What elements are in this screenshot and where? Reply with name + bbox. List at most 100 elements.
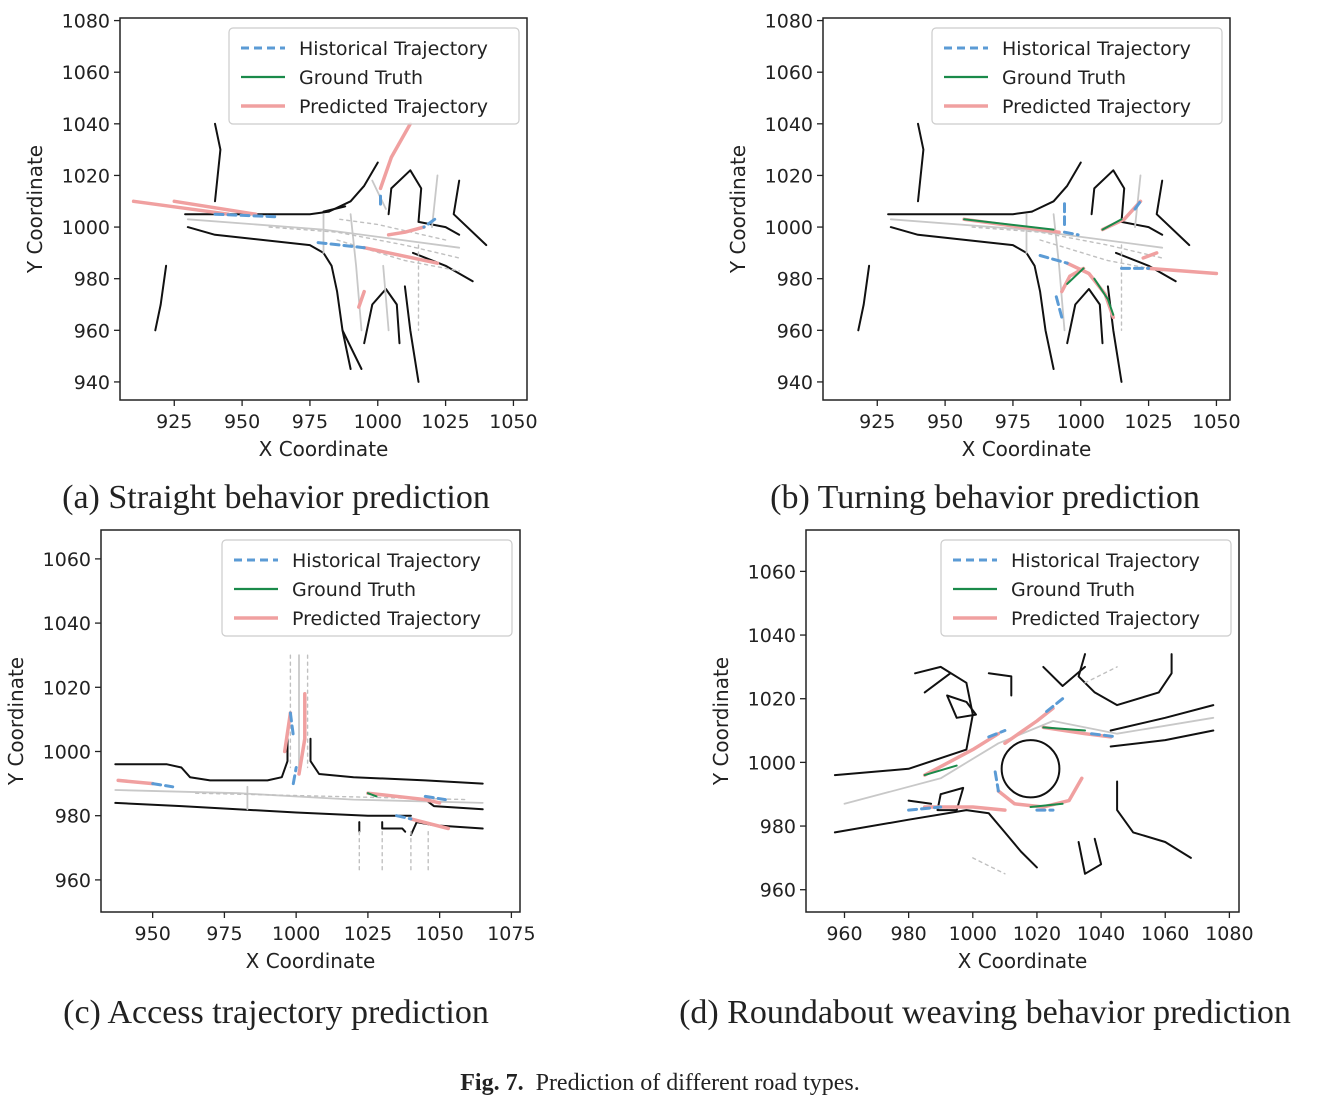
- y-axis-label: Y Coordinate: [4, 657, 28, 786]
- x-tick-label: 980: [891, 923, 927, 945]
- x-tick-label: 1000: [272, 923, 320, 945]
- legend-box: [221, 539, 513, 637]
- lane-line: [843, 716, 1215, 805]
- y-tick-label: 960: [777, 320, 813, 342]
- historical-trajectory-line: [395, 814, 413, 821]
- predicted-trajectory-line: [357, 289, 366, 309]
- road-edge: [946, 694, 977, 719]
- predicted-trajectory-line: [1060, 266, 1086, 294]
- legend-historical-label: Historical Trajectory: [299, 38, 488, 60]
- ground-truth-line: [1042, 726, 1086, 732]
- historical-trajectory-line: [1038, 254, 1069, 265]
- lane-marking: [972, 857, 1006, 875]
- ground-truth-line: [1029, 802, 1064, 808]
- historical-trajectory-line: [213, 212, 277, 219]
- plot-frame: [822, 17, 1231, 401]
- predicted-trajectory-line: [131, 199, 231, 216]
- predicted-trajectory-line: [996, 776, 1084, 809]
- x-tick-label: 960: [826, 923, 862, 945]
- y-tick-label: 1000: [43, 741, 91, 763]
- road-edge: [309, 737, 484, 785]
- historical-trajectory-line: [423, 794, 447, 802]
- y-axis-label: Y Coordinate: [726, 145, 750, 274]
- road-edge: [381, 821, 407, 833]
- y-tick-label: 1000: [62, 217, 110, 239]
- predicted-trajectory-line: [172, 199, 258, 216]
- figure-caption-text: Prediction of different road types.: [536, 1070, 860, 1096]
- y-tick-label: 1020: [748, 689, 796, 711]
- y-tick-label: 1060: [43, 549, 91, 571]
- y-tick-label: 1020: [62, 165, 110, 187]
- road-edge: [1106, 285, 1123, 383]
- historical-trajectory-line: [1045, 697, 1065, 713]
- road-edge: [833, 809, 1038, 869]
- lane-marking: [1039, 239, 1163, 272]
- lane-line: [382, 264, 390, 332]
- y-tick-label: 980: [760, 816, 796, 838]
- predicted-trajectory-line: [1041, 725, 1113, 739]
- lane-marking: [268, 226, 460, 259]
- ground-truth-line: [923, 764, 958, 777]
- legend-ground-truth-label: Ground Truth: [299, 67, 423, 89]
- x-axis-label: X Coordinate: [259, 437, 389, 461]
- x-axis-label: X Coordinate: [246, 949, 376, 973]
- historical-trajectory-line: [993, 770, 1000, 793]
- y-tick-label: 1040: [748, 625, 796, 647]
- road-edge: [889, 226, 1055, 370]
- plot-frame: [805, 529, 1240, 913]
- x-axis-label: X Coordinate: [958, 949, 1088, 973]
- x-tick-label: 1050: [489, 411, 537, 433]
- historical-trajectory-line: [1054, 295, 1064, 319]
- subfigure-caption: (b) Turning behavior prediction: [770, 479, 1200, 516]
- predicted-trajectory-line: [282, 711, 293, 754]
- y-tick-label: 940: [74, 372, 110, 394]
- road-edge: [186, 226, 352, 370]
- road-edge: [887, 210, 1033, 216]
- y-tick-label: 1000: [765, 217, 813, 239]
- predicted-trajectory-line: [1003, 706, 1055, 746]
- road-edge: [327, 161, 379, 213]
- lane-line: [114, 789, 484, 804]
- historical-trajectory-line: [987, 729, 1007, 739]
- road-edge: [214, 122, 222, 203]
- ground-truth-line: [366, 792, 378, 798]
- legend: Historical Trajectory Ground Truth Predict…: [221, 539, 513, 637]
- legend-box: [228, 27, 520, 125]
- legend-ground-truth-label: Ground Truth: [1011, 579, 1135, 601]
- predicted-trajectory-line: [386, 225, 426, 237]
- subfigure-caption: (a) Straight behavior prediction: [62, 479, 490, 516]
- road-edge: [154, 264, 168, 332]
- lane-line: [431, 174, 439, 229]
- lane-marking: [1084, 666, 1118, 684]
- y-axis-label: Y Coordinate: [23, 145, 47, 274]
- x-tick-label: 1075: [487, 923, 535, 945]
- y-tick-label: 1040: [765, 114, 813, 136]
- x-tick-label: 1040: [1077, 923, 1125, 945]
- y-tick-label: 1060: [62, 62, 110, 84]
- ground-truth-line: [1066, 267, 1085, 285]
- ground-truth-line: [963, 218, 1055, 231]
- y-tick-label: 1000: [748, 752, 796, 774]
- road-edge: [1116, 780, 1192, 859]
- legend-predicted-label: Predicted Trajectory: [1002, 96, 1191, 118]
- legend-historical-label: Historical Trajectory: [1011, 550, 1200, 572]
- historical-trajectory-line: [422, 217, 437, 229]
- road-edge: [1155, 179, 1191, 247]
- figure-caption: Fig. 7. Prediction of different road type…: [460, 1070, 859, 1096]
- road-edge: [1077, 653, 1173, 707]
- y-tick-label: 960: [760, 880, 796, 902]
- historical-trajectory-line: [907, 805, 943, 812]
- y-tick-label: 980: [55, 806, 91, 828]
- x-tick-label: 925: [156, 411, 192, 433]
- road-edge: [1077, 837, 1103, 875]
- y-tick-label: 940: [777, 372, 813, 394]
- x-tick-label: 950: [224, 411, 260, 433]
- plot-frame: [119, 17, 528, 401]
- road-edge: [923, 672, 952, 694]
- road-edge: [936, 786, 965, 812]
- historical-trajectory-line: [1090, 732, 1119, 739]
- road-edge: [1066, 288, 1104, 345]
- x-tick-label: 1060: [1141, 923, 1189, 945]
- x-tick-label: 1025: [344, 923, 392, 945]
